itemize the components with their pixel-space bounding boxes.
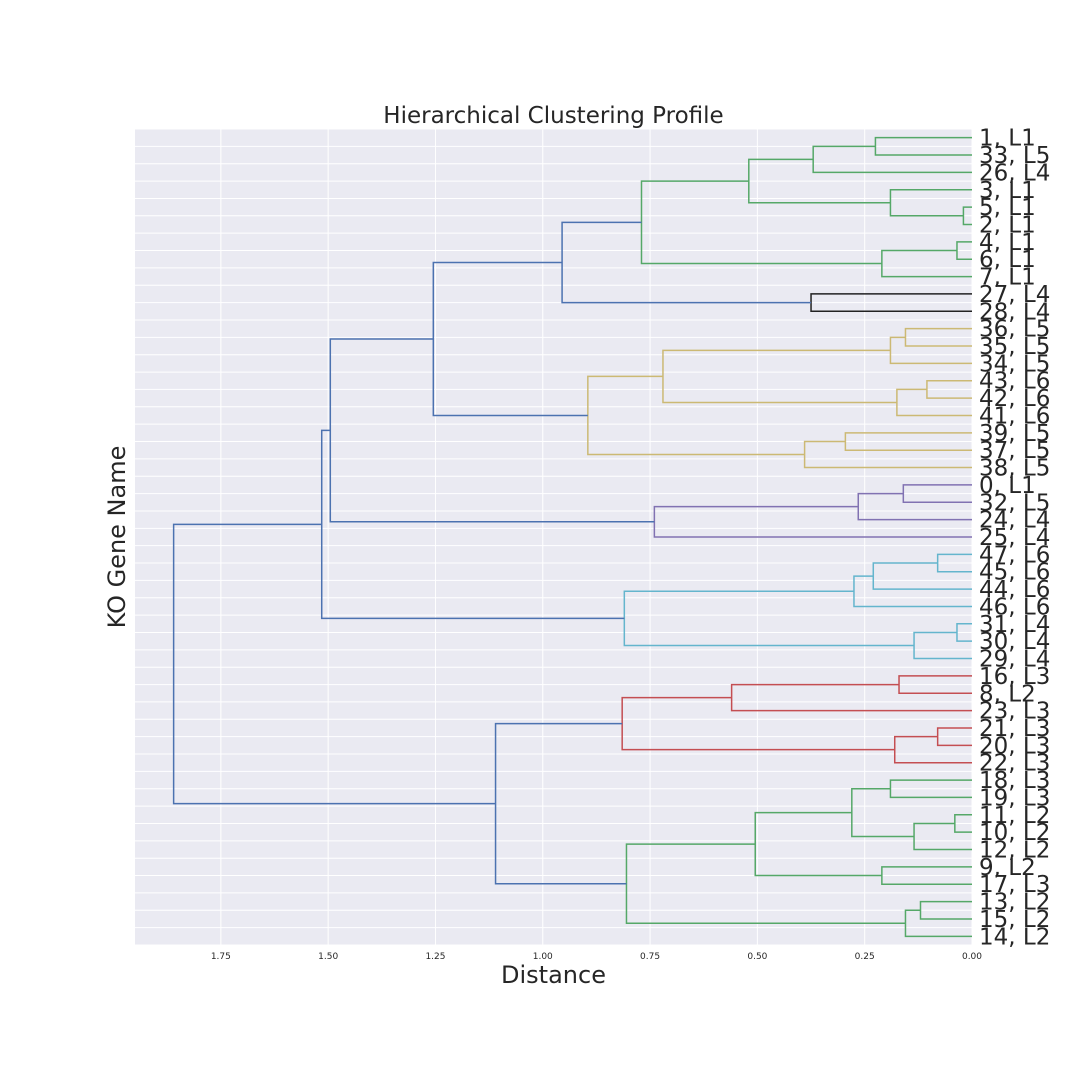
y-axis-label: KO Gene Name [103, 446, 131, 629]
leaf-label: 8, L2 [979, 681, 1036, 707]
dendrogram-link [853, 575, 972, 608]
leaf-label: 29, L4 [979, 647, 1050, 673]
leaf-label: 14, L2 [979, 924, 1050, 950]
dendrogram-link [926, 379, 972, 399]
leaf-label: 37, L5 [979, 438, 1050, 464]
leaf-label: 34, L5 [979, 351, 1050, 377]
dendrogram-link [662, 349, 897, 404]
x-tick-label: 0.50 [747, 952, 767, 962]
leaf-label: 35, L5 [979, 334, 1050, 360]
leaf-label: 32, L5 [979, 490, 1050, 516]
leaf-label: 24, L4 [979, 508, 1050, 534]
leaf-label: 33, L5 [979, 143, 1050, 169]
leaf-label: 42, L6 [979, 386, 1050, 412]
leaf-label: 4, L1 [979, 230, 1036, 256]
leaf-label: 1, L1 [979, 126, 1036, 152]
leaf-label: 27, L4 [979, 282, 1050, 308]
leaf-label: 11, L2 [979, 803, 1050, 829]
dendrogram-link [956, 623, 972, 642]
leaf-label: 19, L3 [979, 785, 1050, 811]
leaf-label: 22, L3 [979, 751, 1050, 777]
dendrogram-link [857, 492, 972, 521]
leaf-label: 47, L6 [979, 542, 1050, 568]
dendrogram-link [730, 683, 972, 712]
leaf-label: 16, L3 [979, 664, 1050, 690]
x-tick-label: 0.25 [855, 952, 875, 962]
dendrogram-link [913, 631, 972, 660]
leaf-label: 15, L2 [979, 907, 1050, 933]
leaf-label: 13, L2 [979, 890, 1050, 916]
dendrogram-link [494, 722, 627, 885]
leaf-label: 30, L4 [979, 629, 1050, 655]
x-tick-label: 1.75 [211, 952, 231, 962]
leaf-label: 43, L6 [979, 369, 1050, 395]
leaf-label: 25, L4 [979, 525, 1050, 551]
leaf-label: 9, L2 [979, 855, 1036, 881]
dendrogram-link [913, 822, 972, 851]
x-tick-label: 0.75 [640, 952, 660, 962]
dendrogram-link [881, 866, 972, 885]
dendrogram-link [936, 727, 972, 747]
leaf-label: 17, L3 [979, 872, 1050, 898]
leaf-label: 45, L6 [979, 560, 1050, 586]
dendrogram-link [896, 388, 972, 417]
leaf-label: 41, L6 [979, 403, 1050, 429]
leaf-label: 26, L4 [979, 160, 1050, 186]
x-tick-label: 1.25 [425, 952, 445, 962]
leaf-label: 31, L4 [979, 612, 1050, 638]
dendrogram-link [172, 523, 496, 805]
leaf-label: 20, L3 [979, 733, 1050, 759]
leaf-label: 3, L1 [979, 178, 1036, 204]
leaf-label: 23, L3 [979, 699, 1050, 725]
dendrogram-link [872, 562, 972, 590]
leaf-label: 28, L4 [979, 299, 1050, 325]
dendrogram-link [844, 432, 972, 451]
leaf-label: 5, L1 [979, 195, 1036, 221]
x-tick-labels: 1.75 1.50 1.25 1.00 0.75 0.50 0.25 0.00 [211, 952, 982, 962]
leaf-label: 44, L6 [979, 577, 1050, 603]
dendrogram-link [956, 241, 972, 260]
x-tick-label: 0.00 [962, 952, 982, 962]
leaf-label: 7, L1 [979, 265, 1036, 291]
dendrogram-link [812, 145, 972, 174]
chart-title: Hierarchical Clustering Profile [383, 103, 723, 129]
leaf-label: 38, L5 [979, 456, 1050, 482]
leaf-label: 18, L3 [979, 768, 1050, 794]
dendrogram-link [936, 553, 972, 573]
x-axis-label: Distance [501, 961, 606, 989]
leaf-label: 39, L5 [979, 421, 1050, 447]
dendrogram-links [172, 136, 972, 938]
leaf-label: 0, L1 [979, 473, 1036, 499]
leaf-label: 10, L2 [979, 820, 1050, 846]
x-tick-label: 1.50 [318, 952, 338, 962]
dendrogram-link [621, 696, 895, 751]
x-tick-label: 1.00 [533, 952, 553, 962]
leaf-label: 2, L1 [979, 212, 1036, 238]
leaf-label: 21, L3 [979, 716, 1050, 742]
leaf-label: 12, L2 [979, 838, 1050, 864]
leaf-label: 36, L5 [979, 317, 1050, 343]
leaf-label: 6, L1 [979, 247, 1036, 273]
leaf-label: 46, L6 [979, 594, 1050, 620]
dendrogram-link [898, 675, 972, 695]
dendrogram-link [561, 221, 812, 304]
dendrogram-link [881, 249, 972, 278]
dendrogram-link [954, 814, 972, 833]
